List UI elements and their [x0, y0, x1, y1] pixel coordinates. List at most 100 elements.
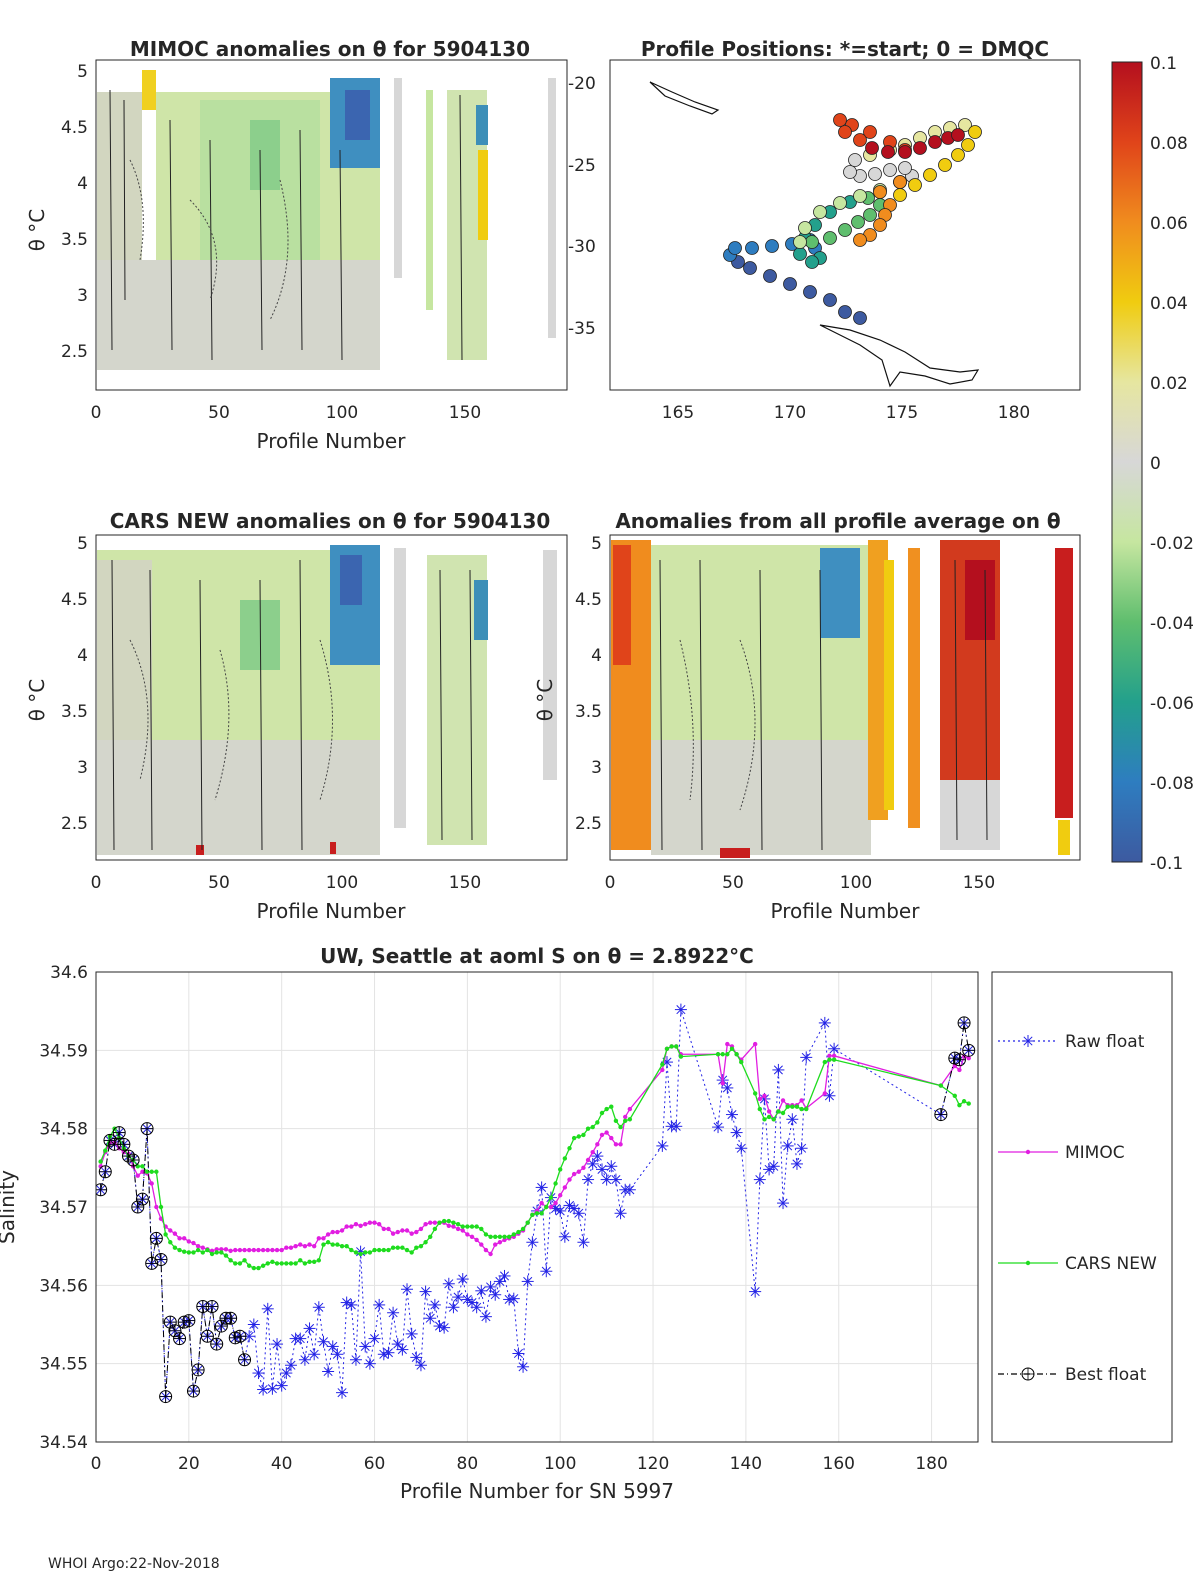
point-raw-float — [749, 1285, 762, 1298]
point-raw-float — [401, 1283, 414, 1296]
point-best-float — [186, 1384, 200, 1398]
allavg-y-ticks: 5 4.5 4 3.5 3 2.5 — [575, 534, 602, 834]
salinity-ytick: 34.6 — [50, 963, 88, 983]
point-mimoc — [311, 1243, 317, 1249]
mimoc-xlabel: Profile Number — [257, 429, 407, 453]
profile-position-marker — [853, 311, 867, 325]
point-raw-float — [614, 1207, 627, 1220]
point-cars-new — [502, 1234, 507, 1239]
point-mimoc — [191, 1240, 196, 1246]
point-best-float — [952, 1053, 966, 1067]
profile-position-marker — [865, 141, 879, 155]
allavg-ytick: 2.5 — [575, 814, 602, 834]
point-mimoc — [274, 1247, 280, 1253]
point-cars-new — [460, 1224, 465, 1229]
allavg-axes-box — [609, 534, 1081, 861]
point-mimoc — [270, 1247, 275, 1253]
point-cars-new — [613, 1118, 619, 1124]
mimoc-xtick: 100 — [326, 403, 358, 423]
float-track — [723, 113, 982, 325]
point-raw-float — [461, 1293, 474, 1306]
point-raw-float — [424, 1312, 437, 1325]
point-cars-new — [581, 1132, 586, 1138]
allavg-xtick: 100 — [840, 873, 872, 893]
point-cars-new — [200, 1250, 205, 1255]
point-raw-float — [438, 1321, 451, 1334]
mimoc-xtick: 150 — [449, 403, 481, 423]
point-cars-new — [144, 1169, 150, 1174]
legend-marker — [1022, 1035, 1034, 1047]
point-raw-float — [363, 1357, 376, 1370]
point-cars-new — [618, 1124, 623, 1130]
point-cars-new — [790, 1104, 795, 1109]
point-cars-new — [623, 1118, 628, 1124]
salinity-ytick: 34.56 — [39, 1276, 88, 1296]
salinity-ylabel: Salinity — [0, 1170, 19, 1244]
point-cars-new — [465, 1224, 470, 1229]
point-mimoc — [613, 1142, 619, 1147]
point-cars-new — [358, 1251, 363, 1257]
point-raw-float — [280, 1367, 293, 1380]
point-cars-new — [469, 1224, 475, 1229]
colorbar-tick: -0.04 — [1150, 614, 1194, 634]
point-cars-new — [548, 1195, 554, 1200]
point-mimoc — [237, 1247, 243, 1253]
profile-position-marker — [893, 175, 907, 189]
point-raw-float — [391, 1338, 404, 1351]
new-caledonia-coastline — [649, 81, 720, 115]
profile-position-marker — [961, 138, 975, 152]
colorbar-tick: -0.06 — [1150, 694, 1194, 714]
point-cars-new — [530, 1212, 535, 1218]
salinity-series — [96, 1003, 976, 1404]
point-raw-float — [605, 1160, 618, 1173]
profile-position-marker — [898, 161, 912, 175]
allavg-ytick: 4 — [591, 646, 602, 666]
legend-marker — [1025, 1149, 1031, 1155]
positions-ytick: -35 — [568, 319, 596, 339]
profile-position-marker — [823, 231, 837, 245]
cars-xtick: 50 — [208, 873, 230, 893]
point-raw-float — [735, 1142, 748, 1155]
point-cars-new — [414, 1245, 419, 1250]
point-best-float — [98, 1165, 112, 1179]
point-raw-float — [535, 1181, 548, 1194]
salinity-xtick: 160 — [823, 1454, 855, 1474]
mimoc-ytick: 2.5 — [61, 342, 88, 362]
new-zealand-coastline — [819, 324, 980, 388]
series-cars-new — [98, 1044, 971, 1271]
legend-item-mimoc: MIMOC — [998, 1143, 1125, 1163]
point-cars-new — [437, 1220, 442, 1225]
positions-panel: Profile Positions: *=start; 0 = DMQC -20… — [568, 37, 1081, 423]
point-best-float — [210, 1337, 224, 1351]
point-raw-float — [447, 1301, 460, 1314]
profile-position-marker — [883, 163, 897, 177]
point-mimoc — [158, 1216, 164, 1221]
point-cars-new — [330, 1242, 335, 1247]
point-best-float — [200, 1329, 214, 1343]
point-mimoc — [618, 1142, 623, 1147]
profile-position-marker — [838, 125, 852, 139]
allavg-panel: Anomalies from all profile average on θ … — [533, 509, 1081, 923]
point-cars-new — [715, 1052, 721, 1057]
point-cars-new — [335, 1242, 340, 1247]
salinity-ytick: 34.54 — [39, 1433, 88, 1453]
point-best-float — [168, 1324, 182, 1338]
profile-position-marker — [853, 189, 867, 203]
point-mimoc — [558, 1193, 563, 1198]
point-cars-new — [595, 1120, 600, 1125]
point-cars-new — [827, 1057, 832, 1062]
point-raw-float — [308, 1348, 321, 1361]
profile-position-marker — [938, 158, 952, 172]
point-cars-new — [149, 1169, 154, 1174]
point-cars-new — [316, 1258, 322, 1263]
positions-xtick: 180 — [998, 403, 1030, 423]
point-mimoc — [590, 1149, 595, 1155]
point-raw-float — [387, 1306, 400, 1319]
point-cars-new — [558, 1167, 563, 1172]
point-raw-float — [753, 1173, 766, 1186]
point-mimoc — [451, 1224, 456, 1229]
point-raw-float — [489, 1288, 502, 1301]
point-mimoc — [246, 1247, 252, 1253]
salinity-xtick: 0 — [91, 1454, 102, 1474]
mimoc-ytick: 5 — [77, 62, 88, 82]
